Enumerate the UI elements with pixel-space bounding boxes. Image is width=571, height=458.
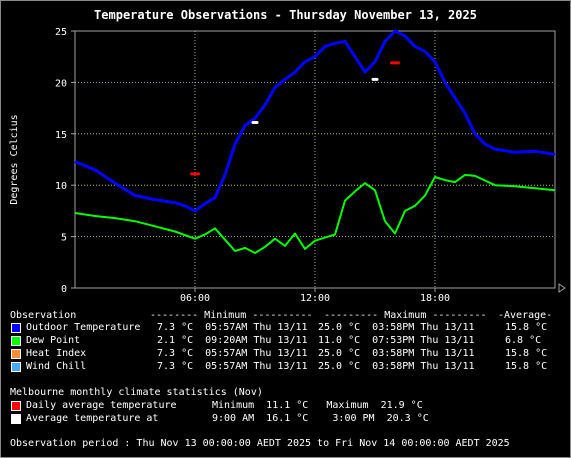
climate-title: Melbourne monthly climate statistics (No… (10, 387, 263, 398)
y-tick-label: 20 (55, 78, 67, 89)
y-tick-label: 10 (55, 181, 67, 192)
stats-min: 7.3 °C 05:57AM Thu 13/11 (157, 322, 308, 333)
x-tick-label: 06:00 (180, 293, 210, 304)
stats-label: Heat Index (26, 348, 87, 359)
average-temperature-marker (251, 120, 259, 124)
climate-swatch (11, 414, 21, 424)
series-line-outdoor-temperature (74, 29, 556, 213)
legend-swatch (11, 323, 21, 333)
chart-title: Temperature Observations - Thursday Nove… (94, 8, 477, 22)
stats-max: 25.0 °C 03:58PM Thu 13/11 (318, 348, 475, 359)
average-temperature-marker (371, 77, 379, 81)
stats-header-average: -Average- (498, 310, 553, 321)
stats-label: Outdoor Temperature (26, 322, 141, 333)
climate-label: Daily average temperature (26, 400, 177, 411)
stats-max: 25.0 °C 03:58PM Thu 13/11 (318, 322, 475, 333)
stats-header-minimum: -------- Minimum ---------- (150, 310, 313, 321)
y-axis-label: Degrees Celcius (9, 114, 20, 204)
daily-average-marker (390, 61, 400, 65)
stats-min: 7.3 °C 05:57AM Thu 13/11 (157, 361, 308, 372)
stats-header-maximum: --------- Maximum --------- (324, 310, 487, 321)
stats-min: 2.1 °C 09:20AM Thu 13/11 (157, 335, 308, 346)
stats-avg: 15.8 °C (505, 322, 548, 333)
stats-header-observation: Observation (10, 310, 77, 321)
observation-period: Observation period : Thu Nov 13 00:00:00… (10, 438, 510, 449)
y-tick-label: 0 (61, 284, 67, 295)
y-tick-label: 25 (55, 27, 67, 38)
stats-max: 11.0 °C 07:53PM Thu 13/11 (318, 335, 475, 346)
plot-area (74, 30, 556, 289)
stats-avg: 15.8 °C (505, 361, 548, 372)
y-tick-label: 5 (61, 233, 67, 244)
x-axis-arrow (558, 283, 566, 293)
y-tick-label: 15 (55, 130, 67, 141)
stats-avg: 15.8 °C (505, 348, 548, 359)
daily-average-marker (190, 172, 200, 176)
temperature-chart: 0 5 10 15 20 25 06:00 12:00 18:00 Degrees Celcius (9, 27, 566, 304)
climate-swatch (11, 401, 21, 411)
stats-max: 25.0 °C 03:58PM Thu 13/11 (318, 361, 475, 372)
x-tick-label: 12:00 (300, 293, 330, 304)
climate-label: Average temperature at (26, 413, 159, 424)
stats-label: Dew Point (26, 335, 81, 346)
climate-values: 9:00 AM 16.1 °C 3:00 PM 20.3 °C (212, 413, 429, 424)
legend-swatch (11, 336, 21, 346)
x-tick-label: 18:00 (420, 293, 450, 304)
stats-avg: 6.8 °C (505, 335, 542, 346)
series-line-dew-point (74, 173, 556, 254)
stats-min: 7.3 °C 05:57AM Thu 13/11 (157, 348, 308, 359)
legend-swatch (11, 362, 21, 372)
stats-label: Wind Chill (26, 361, 87, 372)
legend-swatch (11, 349, 21, 359)
climate-values: Minimum 11.1 °C Maximum 21.9 °C (212, 400, 423, 411)
